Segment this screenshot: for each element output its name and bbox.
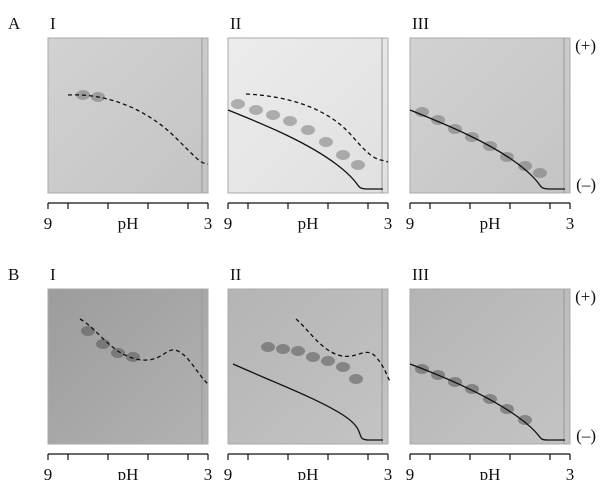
- axis-title: pH: [118, 465, 139, 480]
- charge-plus: (+): [575, 36, 596, 55]
- panel-label: III: [412, 14, 429, 33]
- axis-right-label: 3: [566, 465, 575, 480]
- axis-right-label: 3: [204, 465, 213, 480]
- protein-spot: [351, 160, 365, 170]
- gel-background: [409, 37, 571, 194]
- solid-curve: [227, 109, 383, 190]
- protein-spot: [336, 150, 350, 160]
- axis-title: pH: [480, 465, 501, 480]
- charge-minus: (–): [576, 175, 596, 194]
- dashed-curve: [67, 94, 209, 165]
- protein-spot: [349, 374, 363, 384]
- protein-spot: [336, 362, 350, 372]
- axis-left-label: 9: [224, 465, 233, 480]
- axis-left-label: 9: [224, 214, 233, 233]
- axis-right-label: 3: [384, 214, 393, 233]
- panel-label: I: [50, 14, 56, 33]
- gel-background: [47, 288, 209, 445]
- protein-spot: [96, 339, 110, 349]
- panel-label: II: [230, 265, 242, 284]
- gel-image: [227, 288, 391, 445]
- row-label: B: [8, 265, 19, 284]
- dashed-curve: [245, 93, 389, 163]
- axis-left-label: 9: [44, 465, 53, 480]
- protein-spot: [291, 346, 305, 356]
- protein-spot: [276, 344, 290, 354]
- protein-spot: [518, 415, 532, 425]
- protein-spot: [533, 168, 547, 178]
- protein-spot: [319, 137, 333, 147]
- row-label: A: [8, 14, 21, 33]
- axis-title: pH: [118, 214, 139, 233]
- charge-minus: (–): [576, 426, 596, 445]
- protein-spot: [111, 348, 125, 358]
- axis-title: pH: [480, 214, 501, 233]
- protein-spot: [126, 352, 140, 362]
- gel-image: [227, 37, 389, 194]
- gel-image: [47, 37, 209, 194]
- axis-left-label: 9: [44, 214, 53, 233]
- protein-spot: [231, 99, 245, 109]
- gel-background: [227, 37, 389, 194]
- gel-background: [409, 288, 571, 445]
- protein-spot: [301, 125, 315, 135]
- gel-background: [227, 288, 389, 445]
- gel-image: [409, 37, 571, 194]
- solid-curve: [409, 363, 565, 441]
- protein-spot: [321, 356, 335, 366]
- solid-curve: [232, 363, 383, 441]
- panel-label: III: [412, 265, 429, 284]
- axis-title: pH: [298, 214, 319, 233]
- solid-curve: [409, 109, 565, 190]
- protein-spot: [306, 352, 320, 362]
- protein-spot: [283, 116, 297, 126]
- charge-plus: (+): [575, 287, 596, 306]
- gel-image: [409, 288, 571, 445]
- dashed-curve: [79, 318, 209, 385]
- protein-spot: [249, 105, 263, 115]
- protein-spot: [81, 326, 95, 336]
- panel-label: II: [230, 14, 242, 33]
- protein-spot: [415, 107, 429, 117]
- axis-left-label: 9: [406, 465, 415, 480]
- axis-left-label: 9: [406, 214, 415, 233]
- gel-image: [47, 288, 209, 445]
- dashed-curve: [295, 318, 391, 382]
- protein-spot: [518, 161, 532, 171]
- panel-label: I: [50, 265, 56, 284]
- axis-right-label: 3: [204, 214, 213, 233]
- axis-right-label: 3: [384, 465, 393, 480]
- gel-background: [47, 37, 209, 194]
- axis-right-label: 3: [566, 214, 575, 233]
- protein-spot: [266, 110, 280, 120]
- protein-spot: [261, 342, 275, 352]
- axis-title: pH: [298, 465, 319, 480]
